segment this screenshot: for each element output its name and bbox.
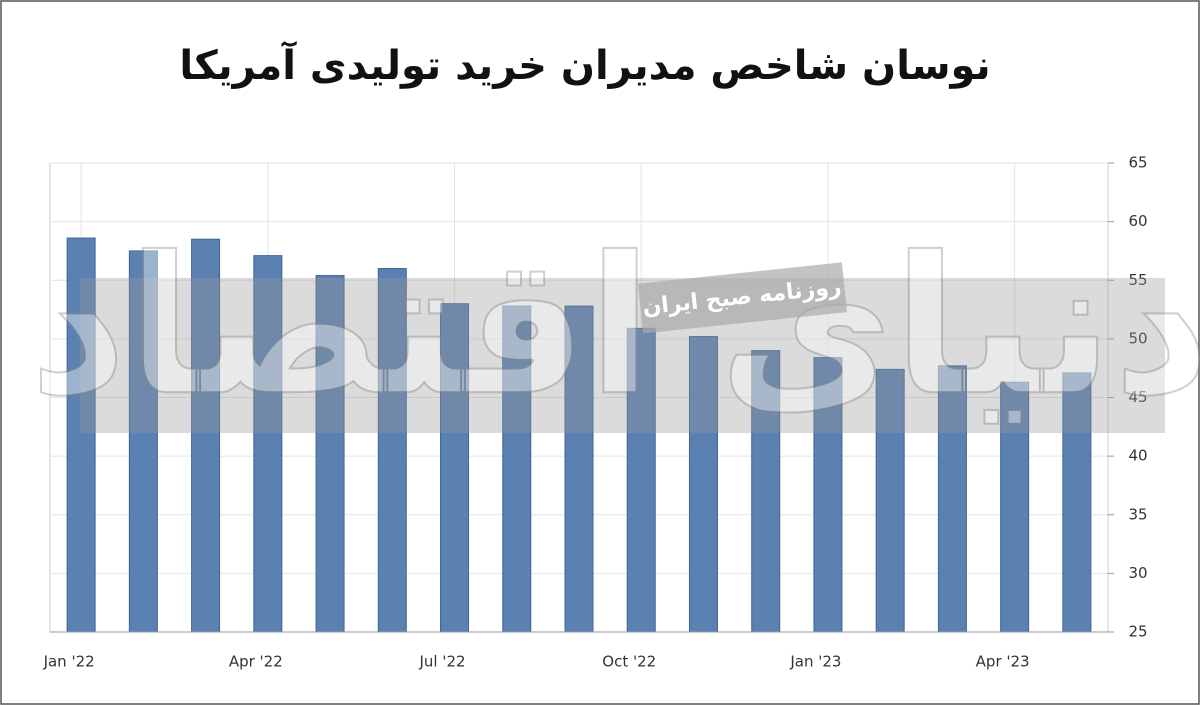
x-tick-label: Oct '22 xyxy=(602,653,656,671)
y-tick-label: 65 xyxy=(1128,154,1147,172)
y-tick-label: 40 xyxy=(1128,447,1147,465)
bar xyxy=(66,237,96,633)
watermark-label-box xyxy=(637,262,848,334)
bar xyxy=(128,250,158,633)
y-tick-label: 30 xyxy=(1128,564,1147,582)
bar xyxy=(564,305,594,633)
y-tick-label: 45 xyxy=(1128,388,1147,406)
bar xyxy=(937,365,967,633)
bar xyxy=(253,255,283,633)
bar xyxy=(813,357,843,633)
y-tick-label: 25 xyxy=(1128,623,1147,641)
y-tick-label: 60 xyxy=(1128,212,1147,230)
watermark-band xyxy=(80,278,1165,433)
y-tick-label: 35 xyxy=(1128,505,1147,523)
bar xyxy=(626,327,656,633)
chart-title: نوسان شاخص مدیران خرید تولیدی آمریکا xyxy=(179,40,990,89)
bar xyxy=(875,368,905,633)
bar xyxy=(315,275,345,633)
x-tick-label: Jul '22 xyxy=(418,653,465,671)
bar xyxy=(688,336,718,633)
watermark-logo: دنیای اقتصاد xyxy=(29,216,1200,437)
x-tick-label: Jan '23 xyxy=(789,653,841,671)
bar xyxy=(502,305,532,633)
y-tick-label: 55 xyxy=(1128,271,1147,289)
bar xyxy=(440,303,470,633)
x-tick-label: Jan '22 xyxy=(43,653,95,671)
bar xyxy=(751,350,781,633)
y-tick-label: 50 xyxy=(1128,329,1147,347)
x-tick-label: Apr '22 xyxy=(229,653,283,671)
bar xyxy=(377,268,407,633)
bar xyxy=(1062,372,1092,633)
x-tick-label: Apr '23 xyxy=(976,653,1030,671)
